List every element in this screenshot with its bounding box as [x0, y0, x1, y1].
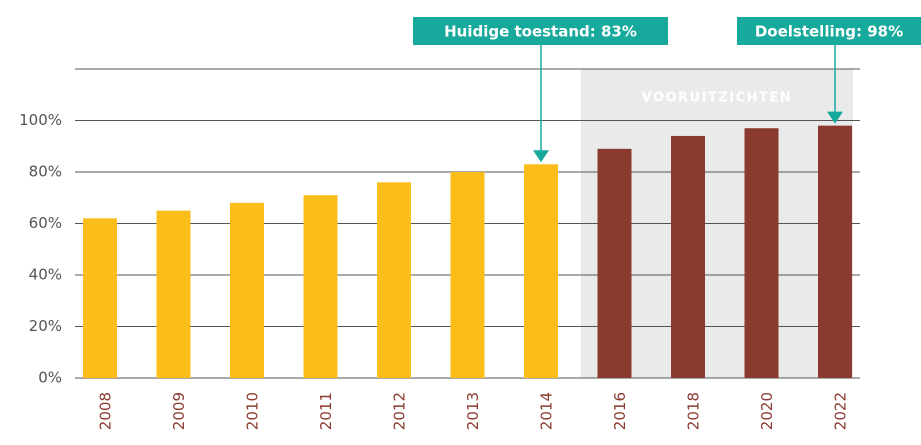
y-tick-label: 20%	[29, 317, 62, 335]
bar	[524, 164, 558, 378]
bar	[450, 172, 485, 378]
annotation-text: Doelstelling: 98%	[755, 23, 903, 41]
annotation-box	[737, 17, 921, 45]
bar	[597, 148, 632, 378]
x-tick-label: 2020	[758, 392, 776, 430]
bar	[303, 195, 338, 378]
x-tick-label: 2016	[611, 392, 629, 430]
y-tick-label: 100%	[19, 111, 62, 129]
annotation-box	[413, 17, 668, 45]
x-tick-label: 2011	[317, 392, 335, 430]
bar	[744, 128, 779, 378]
bar	[156, 210, 191, 378]
arrow-head	[533, 150, 549, 163]
bar	[377, 182, 411, 378]
bar	[230, 202, 264, 378]
y-tick-label: 80%	[29, 163, 62, 181]
x-tick-label: 2022	[832, 392, 850, 430]
bar	[818, 125, 852, 379]
x-tick-label: 2009	[170, 392, 188, 430]
y-tick-label: 0%	[38, 369, 62, 387]
arrow-head	[827, 111, 843, 124]
x-tick-label: 2012	[391, 392, 409, 430]
region-label: VOORUITZICHTEN	[642, 91, 793, 106]
x-tick-label: 2008	[97, 392, 115, 430]
y-tick-label: 40%	[29, 266, 62, 284]
x-tick-label: 2018	[685, 392, 703, 430]
bar	[671, 135, 705, 378]
x-tick-label: 2013	[464, 392, 482, 430]
annotation-text: Huidige toestand: 83%	[444, 23, 637, 41]
x-tick-label: 2010	[244, 392, 262, 430]
x-tick-label: 2014	[538, 392, 556, 430]
bar	[83, 218, 117, 378]
y-tick-label: 60%	[29, 214, 62, 232]
